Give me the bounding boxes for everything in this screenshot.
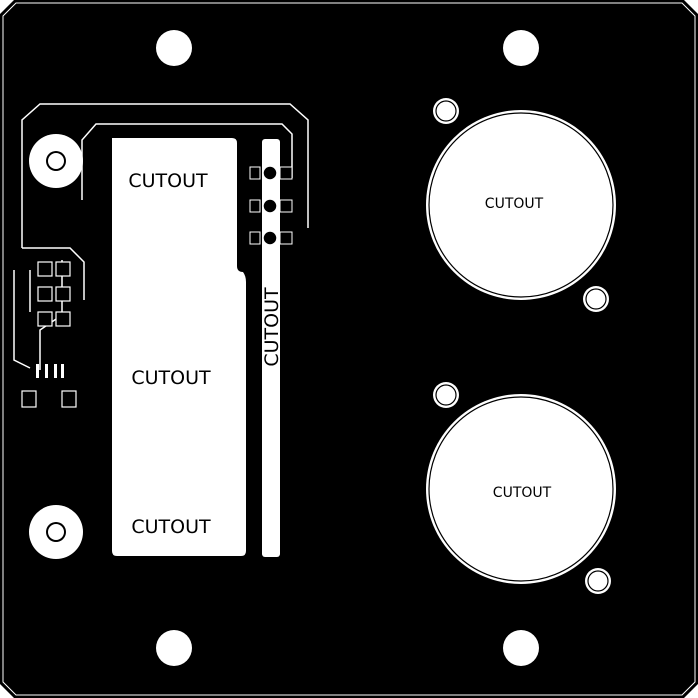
pad-group-left	[37, 261, 71, 327]
mounting-hole-top-right	[503, 30, 539, 66]
cutout-label-slot: CUTOUT	[261, 287, 283, 367]
cutout-label-middle: CUTOUT	[131, 367, 211, 389]
pad-pair-bottom	[21, 390, 77, 408]
connector-lower	[426, 382, 616, 594]
side-hole-lower	[29, 505, 83, 559]
connector-upper	[426, 98, 616, 312]
cutout-label-bottom: CUTOUT	[131, 516, 211, 538]
connector-upper-latch-hole	[433, 98, 459, 124]
cutout-rect	[112, 138, 246, 556]
mounting-hole-bottom-right	[503, 630, 539, 666]
mounting-hole-top-left	[156, 30, 192, 66]
cutout-label-circle-upper: CUTOUT	[485, 196, 544, 212]
connector-lower-latch-hole	[433, 382, 459, 408]
connector-lower-screw-hole	[585, 568, 611, 594]
cutout-label-circle-lower: CUTOUT	[493, 485, 552, 501]
pad-row-sot	[36, 364, 64, 378]
connector-upper-screw-hole	[583, 286, 609, 312]
cutout-label-top: CUTOUT	[128, 170, 208, 192]
pad-group-slot	[249, 165, 293, 246]
side-hole-upper	[29, 134, 83, 188]
mounting-hole-bottom-left	[156, 630, 192, 666]
